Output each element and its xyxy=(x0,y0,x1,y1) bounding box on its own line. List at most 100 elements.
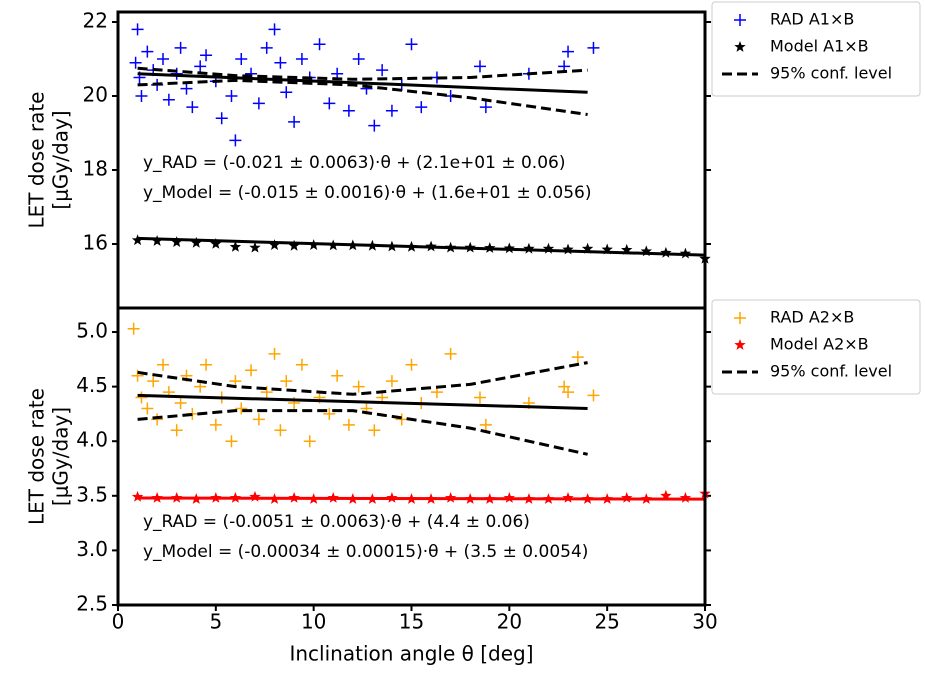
data-point xyxy=(342,104,355,117)
data-point xyxy=(162,93,175,106)
annotation: y_Model = (-0.015 ± 0.0016)·θ + (1.6e+01… xyxy=(143,183,591,203)
data-point xyxy=(405,358,418,371)
data-point xyxy=(288,239,300,251)
data-point xyxy=(303,435,316,448)
data-point xyxy=(288,115,301,128)
y-axis-label: LET dose rate xyxy=(25,388,49,525)
y-tick-label: 3.0 xyxy=(76,537,108,561)
data-point xyxy=(171,236,183,247)
x-axis-label: Inclination angle θ [deg] xyxy=(289,642,533,666)
y-tick-label: 2.5 xyxy=(76,592,108,616)
data-point xyxy=(229,240,242,252)
legend-symbol xyxy=(734,339,746,350)
data-point xyxy=(479,101,492,114)
data-point xyxy=(210,238,222,249)
data-point xyxy=(157,358,170,371)
data-point xyxy=(141,45,154,58)
data-point xyxy=(280,375,293,388)
legend-label: 95% conf. level xyxy=(770,64,892,83)
y-tick-label: 5.0 xyxy=(76,319,108,343)
data-point xyxy=(200,49,213,62)
y-axis-label: [μGy/day] xyxy=(49,110,73,209)
legend-label: RAD A1×B xyxy=(770,10,854,29)
data-point xyxy=(385,375,398,388)
data-point xyxy=(268,239,281,250)
data-point xyxy=(180,82,193,95)
data-point xyxy=(235,52,248,65)
data-point xyxy=(157,52,170,65)
legend-box xyxy=(711,1,921,97)
legend-label: RAD A2×B xyxy=(770,308,854,327)
data-point xyxy=(280,86,293,99)
legend-label: Model A2×B xyxy=(770,335,869,354)
y-axis-label: LET dose rate xyxy=(25,92,49,229)
data-point xyxy=(225,89,238,102)
data-point xyxy=(260,41,273,54)
data-point xyxy=(131,23,144,36)
data-point xyxy=(376,64,389,77)
data-point xyxy=(444,347,457,360)
data-point xyxy=(640,245,652,257)
data-point xyxy=(295,358,308,371)
data-point xyxy=(621,243,633,255)
data-point xyxy=(601,243,613,255)
data-point xyxy=(174,41,187,54)
legend-label: 95% conf. level xyxy=(770,362,892,381)
data-point xyxy=(587,389,600,402)
data-point xyxy=(368,119,381,132)
data-point xyxy=(225,435,238,448)
data-point xyxy=(129,56,142,69)
data-point xyxy=(660,246,672,258)
data-point xyxy=(479,418,492,431)
data-point xyxy=(131,369,144,382)
x-tick-label: 20 xyxy=(497,610,522,634)
x-tick-label: 30 xyxy=(692,610,717,634)
y-axis-label: [μGy/day] xyxy=(49,407,73,506)
data-point xyxy=(415,101,428,114)
data-point xyxy=(571,351,584,364)
confidence-line xyxy=(137,361,588,456)
data-point xyxy=(523,242,535,254)
data-point xyxy=(352,52,365,65)
legend-box xyxy=(711,299,921,395)
x-tick-label: 10 xyxy=(301,610,326,634)
data-point xyxy=(313,38,326,51)
fit-line xyxy=(137,496,706,501)
data-point xyxy=(135,391,148,404)
legend-symbol xyxy=(734,14,746,26)
y-tick-label: 4.0 xyxy=(76,428,108,452)
data-point xyxy=(587,41,600,54)
data-point xyxy=(473,391,486,404)
data-point xyxy=(141,402,154,415)
data-point xyxy=(405,38,418,51)
data-point xyxy=(229,134,242,147)
data-point xyxy=(147,375,160,388)
data-point xyxy=(581,242,594,254)
data-point xyxy=(542,242,555,254)
y-tick-label: 16 xyxy=(83,230,108,254)
axes-frame xyxy=(116,306,707,607)
y-tick-label: 3.5 xyxy=(76,482,108,506)
data-point xyxy=(190,236,202,248)
data-point xyxy=(395,413,408,426)
fit-line xyxy=(137,72,588,94)
data-point xyxy=(331,369,344,382)
legend-symbol xyxy=(734,41,746,52)
data-point xyxy=(268,23,281,36)
data-point xyxy=(268,347,281,360)
data-point xyxy=(252,413,265,426)
data-point xyxy=(323,97,336,110)
data-point xyxy=(245,364,258,377)
data-point xyxy=(249,490,261,502)
y-tick-label: 4.5 xyxy=(76,373,108,397)
data-point xyxy=(323,407,336,420)
data-point xyxy=(194,60,207,73)
fit-line xyxy=(137,236,706,257)
annotation: y_Model = (-0.00034 ± 0.00015)·θ + (3.5 … xyxy=(143,542,588,562)
data-point xyxy=(186,101,199,114)
data-point xyxy=(562,45,575,58)
data-point xyxy=(252,97,265,110)
annotation: y_RAD = (-0.0051 ± 0.0063)·θ + (4.4 ± 0.… xyxy=(143,512,530,532)
data-point xyxy=(562,386,575,399)
